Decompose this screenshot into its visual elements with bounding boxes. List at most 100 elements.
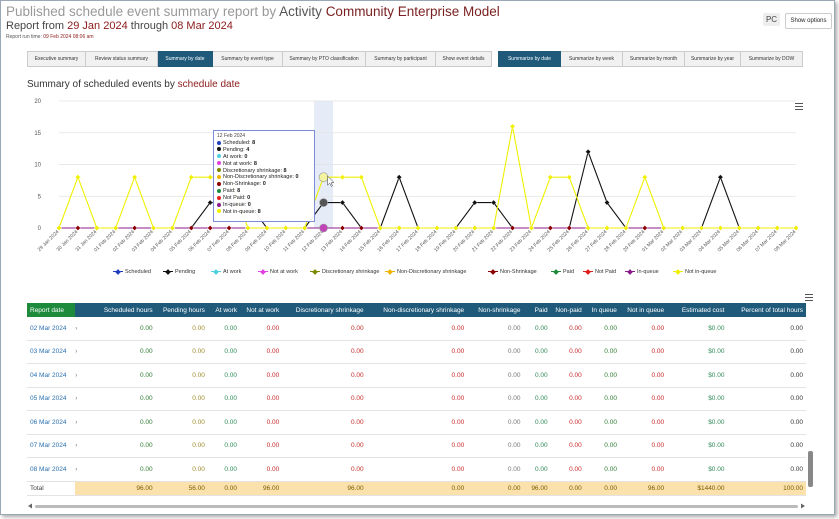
data-point-non-shrinkage[interactable]: [642, 225, 648, 231]
data-point-pending[interactable]: [604, 199, 610, 206]
scrollbar-track[interactable]: [35, 504, 798, 508]
data-point-not-in-queue[interactable]: [471, 225, 478, 231]
data-point-not-in-queue[interactable]: [150, 225, 157, 231]
data-point-not-in-queue[interactable]: [75, 174, 81, 180]
tab-summary-by-event-type[interactable]: Summary by event type: [213, 51, 283, 67]
legend-item-non-discretionary-shrinkage[interactable]: Non-Discretionary shrinkage: [385, 269, 466, 275]
column-header-at-work[interactable]: At work: [207, 303, 241, 317]
column-header-non-shrinkage[interactable]: Non-shrinkage: [467, 303, 524, 317]
tab-summary-by-participant[interactable]: Summary by participant: [366, 51, 436, 67]
tab-summarize-by-month[interactable]: Summarize by month: [623, 51, 685, 67]
data-point-pending[interactable]: [471, 199, 478, 206]
legend-item-in-queue[interactable]: In-queue: [625, 269, 659, 275]
data-point-not-in-queue[interactable]: [301, 225, 308, 231]
data-point-not-in-queue[interactable]: [358, 174, 365, 180]
column-header-estimated-cost[interactable]: Estimated cost: [667, 303, 728, 317]
legend-item-paid[interactable]: Paid: [551, 269, 574, 275]
data-point-not-in-queue[interactable]: [755, 225, 761, 231]
data-point-not-in-queue[interactable]: [94, 225, 100, 231]
chevron-right-icon[interactable]: ›: [75, 363, 96, 388]
chevron-right-icon[interactable]: ›: [75, 387, 96, 411]
data-point-pending[interactable]: [717, 174, 724, 180]
report-date-link[interactable]: 02 Mar 2024: [27, 317, 76, 341]
tab-summary-by-date[interactable]: Summary by date: [158, 51, 213, 67]
column-header-report-date[interactable]: Report date: [27, 303, 76, 317]
report-date-link[interactable]: 06 Mar 2024: [27, 410, 76, 435]
data-point-not-in-queue[interactable]: [547, 174, 554, 180]
report-date-link[interactable]: 03 Mar 2024: [27, 340, 76, 364]
data-point-non-shrinkage[interactable]: [566, 225, 572, 231]
report-date-link[interactable]: 08 Mar 2024: [27, 457, 76, 482]
data-point-not-in-queue[interactable]: [169, 225, 176, 231]
column-header-paid[interactable]: Paid: [523, 303, 551, 317]
data-point-not-in-queue[interactable]: [207, 174, 213, 180]
data-point-non-shrinkage[interactable]: [226, 225, 232, 231]
data-point-not-in-queue[interactable]: [490, 225, 497, 231]
legend-item-discretionary-shrinkage[interactable]: Discretionary shrinkage: [310, 269, 379, 275]
chevron-right-icon[interactable]: ›: [75, 434, 96, 458]
chevron-right-icon[interactable]: ›: [75, 340, 96, 364]
data-point-non-shrinkage[interactable]: [509, 225, 516, 231]
table-horizontal-scrollbar[interactable]: [27, 503, 806, 509]
chevron-right-icon[interactable]: ›: [75, 457, 96, 482]
column-header-expand[interactable]: [75, 303, 96, 317]
column-header-scheduled-hours[interactable]: Scheduled hours: [95, 303, 156, 317]
data-point-not-in-queue[interactable]: [566, 174, 572, 180]
scrollbar-thumb[interactable]: [807, 451, 813, 487]
legend-item-scheduled[interactable]: Scheduled: [113, 269, 151, 275]
data-point-not-in-queue[interactable]: [339, 174, 346, 180]
data-point-not-in-queue[interactable]: [604, 225, 610, 231]
tab-summary-by-pto-classification[interactable]: Summary by PTO classification: [283, 51, 366, 67]
data-point-pending[interactable]: [339, 199, 346, 206]
data-point-not-in-queue[interactable]: [56, 225, 62, 231]
data-point-non-shrinkage[interactable]: [547, 225, 554, 231]
data-point-non-shrinkage[interactable]: [131, 225, 138, 231]
show-options-button[interactable]: Show options: [785, 13, 832, 29]
data-point-not-in-queue[interactable]: [698, 225, 705, 231]
data-point-not-in-queue[interactable]: [453, 225, 459, 231]
data-point-not-in-queue[interactable]: [112, 225, 119, 231]
tab-summarize-by-dow[interactable]: Summarize by DOW: [741, 51, 803, 67]
column-header-percent-of-total-hours[interactable]: Percent of total hours: [727, 303, 806, 317]
data-point-not-in-queue[interactable]: [774, 225, 780, 231]
data-point-not-in-queue[interactable]: [131, 174, 138, 180]
column-header-pending-hours[interactable]: Pending hours: [155, 303, 208, 317]
table-menu-icon[interactable]: [805, 294, 813, 301]
data-point-pending[interactable]: [396, 174, 402, 180]
user-avatar[interactable]: PC: [763, 13, 780, 26]
data-point-not-in-queue[interactable]: [585, 225, 591, 231]
data-point-not-in-queue[interactable]: [188, 174, 195, 180]
chart-menu-icon[interactable]: [795, 103, 803, 110]
data-point-not-in-queue[interactable]: [717, 225, 724, 231]
data-point-not-in-queue[interactable]: [736, 225, 743, 231]
chevron-right-icon[interactable]: ›: [75, 410, 96, 435]
data-point-not-in-queue[interactable]: [642, 174, 648, 180]
chevron-right-icon[interactable]: ›: [75, 317, 96, 341]
data-point-not-in-queue[interactable]: [509, 123, 516, 130]
tab-summarize-by-year[interactable]: Summarize by year: [685, 51, 741, 67]
tab-summarize-by-date[interactable]: Summarize by date: [498, 51, 561, 67]
table-vertical-scrollbar[interactable]: [807, 303, 813, 501]
report-date-link[interactable]: 05 Mar 2024: [27, 387, 76, 411]
data-point-pending[interactable]: [207, 199, 213, 206]
legend-item-pending[interactable]: Pending: [163, 269, 195, 275]
report-date-link[interactable]: 04 Mar 2024: [27, 363, 76, 388]
tab-summarize-by-week[interactable]: Summarize by week: [561, 51, 623, 67]
column-header-not-at-work[interactable]: Not at work: [240, 303, 283, 317]
data-point-non-shrinkage[interactable]: [75, 225, 81, 231]
column-header-in-queue[interactable]: In queue: [584, 303, 620, 317]
data-point-non-shrinkage[interactable]: [358, 225, 365, 231]
data-point-not-in-queue[interactable]: [623, 225, 629, 231]
data-point-not-in-queue[interactable]: [793, 225, 799, 231]
data-point-non-shrinkage[interactable]: [207, 225, 213, 231]
column-header-not-in-queue[interactable]: Not in queue: [619, 303, 668, 317]
legend-item-not-paid[interactable]: Not Paid: [583, 269, 616, 275]
tab-show-event-details[interactable]: Show event details: [436, 51, 492, 67]
data-point-non-shrinkage[interactable]: [339, 225, 346, 231]
data-point-not-in-queue[interactable]: [660, 225, 667, 231]
data-point-not-in-queue[interactable]: [434, 225, 440, 231]
data-point-not-in-queue[interactable]: [264, 225, 270, 231]
legend-item-not-at-work[interactable]: Not at work: [258, 269, 298, 275]
tab-executive-summary[interactable]: Executive summary: [27, 51, 86, 67]
data-point-not-in-queue[interactable]: [528, 225, 535, 231]
